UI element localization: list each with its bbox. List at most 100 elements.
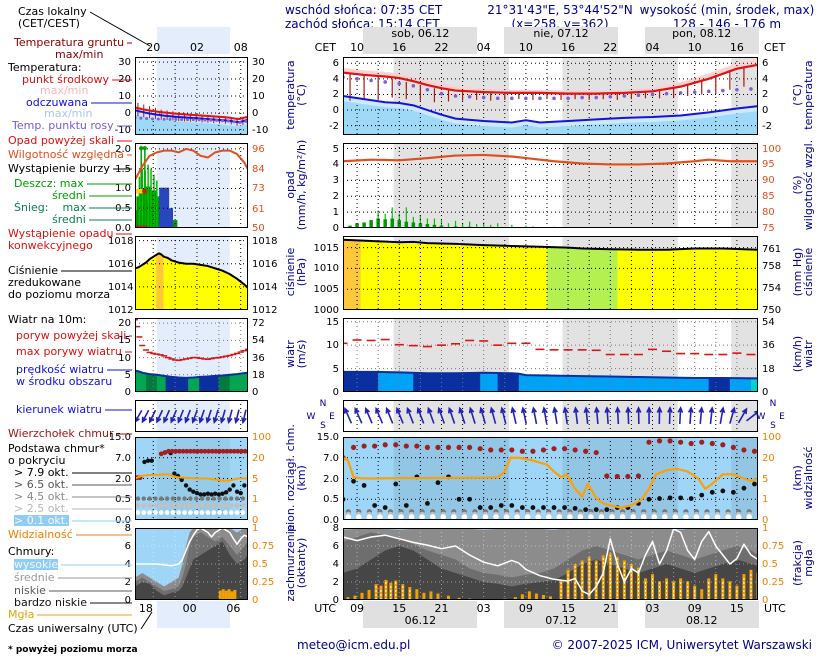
axis-tick-label: 5 <box>332 143 339 155</box>
axis-tick-label: 4 <box>332 559 339 570</box>
axis-tick-label: 20 <box>118 318 131 330</box>
axis-tick-label: 0 <box>762 515 769 526</box>
axis-tick-label: 0.5 <box>323 494 339 506</box>
cloud-cover-chart-svg <box>135 528 248 600</box>
axis-tick-label: 1 <box>252 494 259 506</box>
axis-tick-label: 54 <box>252 335 265 347</box>
axis-tick-label: 20 <box>252 452 265 464</box>
axis-tick-label: 0.75 <box>252 541 275 552</box>
axis-title-right-cloud-cover: (frakcja) mgła <box>791 540 815 586</box>
axis-tick-label: 1012 <box>252 305 278 316</box>
axis-tick-label: 1018 <box>108 235 134 247</box>
axis-tick-label: 10 <box>118 352 131 364</box>
panel-clouds <box>343 437 758 520</box>
axis-tick-label: -10 <box>252 124 269 136</box>
axis-tick-label: 4 <box>762 73 769 85</box>
axis-tick-label: 96 <box>252 143 265 155</box>
coordinates: 21°31'43"E, 53°44'52"N <box>487 3 633 17</box>
compass-rose-letter: W <box>306 412 316 422</box>
date-label: 07.12 <box>545 614 577 627</box>
legend-item-33: > 4.5 okt. <box>14 490 69 503</box>
axis-tick-label: 0 <box>124 595 131 606</box>
date-label: 08.12 <box>685 614 718 627</box>
precipitation-chart-svg <box>135 143 248 228</box>
axis-tick-label: 30 <box>118 57 131 69</box>
legend-item-31: > 7.9 okt. <box>14 466 69 479</box>
panel-precipitation <box>343 143 758 228</box>
hour-tick-utc: 15 <box>729 602 744 615</box>
panel-wind <box>135 318 248 392</box>
axis-tick-label: 0.5 <box>252 559 268 570</box>
hour-tick-cet: 22 <box>603 41 618 54</box>
axis-tick-label: 0.5 <box>762 559 778 570</box>
temperature-chart-svg <box>135 57 248 135</box>
legend-item-26: w środku obszaru <box>16 375 113 388</box>
axis-tick-label: 0 <box>124 387 131 398</box>
legend-item-39: średnie <box>14 571 55 584</box>
axis-tick-label: 6 <box>332 58 339 70</box>
axis-tick-label: 0 <box>124 107 131 119</box>
day-label: nie, 07.12 <box>533 27 589 40</box>
axis-tick-label: 0 <box>252 107 259 119</box>
panel-pressure <box>135 236 248 310</box>
compass-rose-letter: E <box>779 412 785 422</box>
compass-rose-letter: E <box>329 412 335 422</box>
day-highlight <box>504 27 619 54</box>
axis-tick-label: 50 <box>252 223 265 234</box>
axis-tick-label: 75 <box>762 223 775 234</box>
pressure-chart-svg <box>135 236 248 310</box>
axis-tick-label: 5 <box>252 473 259 485</box>
clouds-chart-svg <box>135 437 248 520</box>
axis-tick-label: 10 <box>118 91 131 102</box>
compass-rose-letter: S <box>320 421 326 431</box>
hour-tick-utc: 21 <box>603 602 618 615</box>
axis-tick-label: 5 <box>762 473 769 485</box>
axis-tick-label: 0.5 <box>115 203 131 215</box>
axis-tick-label: 8 <box>124 523 131 534</box>
axis-tick-label: 1000 <box>313 305 339 316</box>
night-highlight <box>156 27 230 54</box>
axis-tick-label: -10 <box>114 124 131 136</box>
day-highlight <box>363 601 478 628</box>
axis-tick-label: 2 <box>762 89 769 101</box>
pressure-chart-svg <box>343 236 758 310</box>
compass-rose-letter: W <box>756 412 766 422</box>
legend-item-28: Wierzchołek chmur <box>8 427 114 440</box>
legend-item-20: zredukowane <box>8 276 81 289</box>
axis-tick-label: 1014 <box>108 281 134 293</box>
legend-item-25: prędkość wiatru <box>16 363 104 376</box>
axis-tick-label: -2 <box>762 120 772 132</box>
altitude-label: wysokość (min, środek, max) <box>639 3 815 17</box>
legend-item-38: wysokie <box>14 558 59 571</box>
axis-tick-label: 1010 <box>313 263 339 275</box>
legend-item-37: Chmury: <box>8 545 55 558</box>
utc-label-left: UTC <box>314 602 336 615</box>
hour-tick-utc: 09 <box>687 602 702 615</box>
legend-item-30: o pokryciu <box>8 454 66 467</box>
hour-tick-utc: 15 <box>561 602 576 615</box>
legend-item-9: Temp. punktu rosy <box>12 119 114 132</box>
hour-tick-cet: 16 <box>729 41 744 54</box>
axis-tick-label: 0.0 <box>323 515 339 526</box>
legend-item-19: Ciśnienie <box>8 264 59 277</box>
axis-tick-label: 0 <box>332 105 339 117</box>
axis-tick-label: 750 <box>762 305 782 316</box>
legend-item-24: max porywy wiatru <box>16 345 122 358</box>
day-label: pon, 08.12 <box>672 27 732 40</box>
axis-tick-label: 0 <box>332 223 339 234</box>
compass-rose-letter: S <box>770 421 776 431</box>
axis-title-left-cloud-cover: zachmurzenie (oktanty) <box>284 524 308 602</box>
axis-tick-label: 1016 <box>252 258 278 270</box>
axis-tick-label: 100 <box>252 432 272 443</box>
axis-tick-label: 1005 <box>313 284 339 296</box>
hour-tick-cet: 10 <box>518 41 533 54</box>
axis-tick-label: 0 <box>762 595 769 606</box>
legend-item-0: Czas lokalny <box>18 5 87 18</box>
axis-tick-label: 0 <box>252 515 259 526</box>
axis-tick-label: 6 <box>762 58 769 70</box>
axis-tick-label: 2.0 <box>323 473 339 485</box>
hour-tick-utc: 09 <box>518 602 533 615</box>
legend-item-17: Wystąpienie opadu <box>8 227 114 240</box>
axis-tick-label: 7.0 <box>323 452 339 464</box>
